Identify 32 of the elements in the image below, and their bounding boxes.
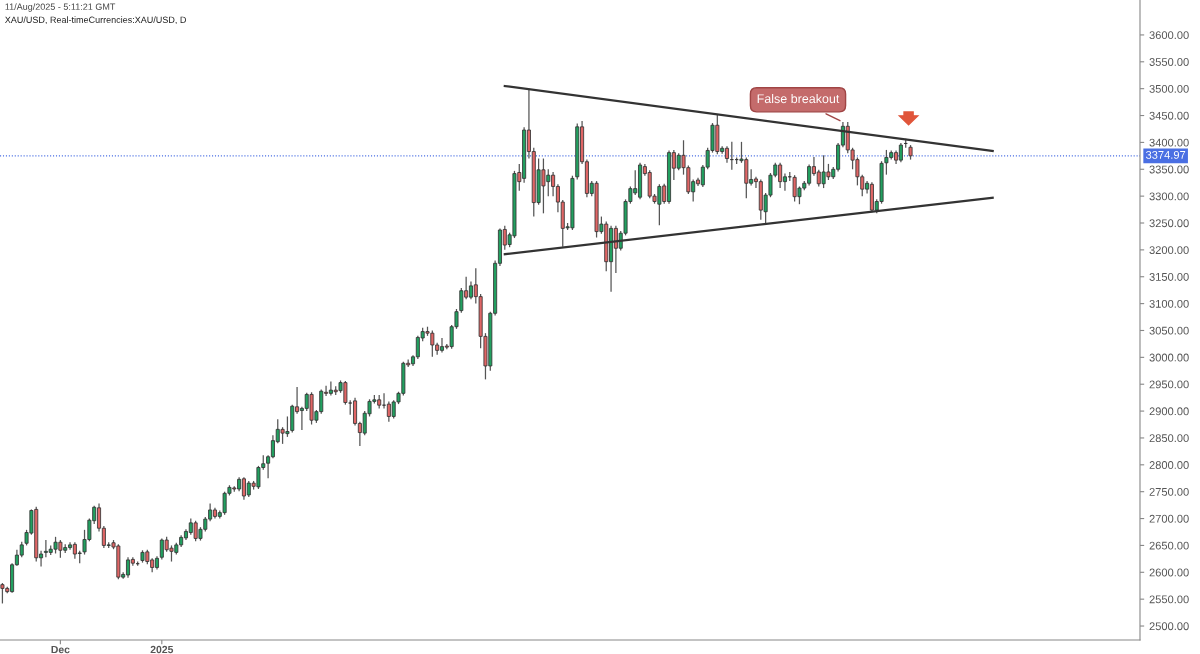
text: XAU/USD, Real-timeCurrencies:XAU/USD, D — [5, 16, 186, 25]
y-tick-label: 3050.00 — [1149, 326, 1189, 335]
y-tick-label: 3500.00 — [1149, 84, 1189, 93]
candlestick — [884, 149, 889, 176]
y-tick-label: 2800.00 — [1149, 461, 1189, 469]
y-tick-label: 3450.00 — [1149, 111, 1189, 120]
y-tick-label: 3000.00 — [1149, 353, 1189, 362]
y-tick-label: 2900.00 — [1149, 407, 1189, 416]
y-tick-label: 2950.00 — [1149, 380, 1189, 389]
candlestick — [0, 582, 5, 605]
x-tick-label: 2025 — [150, 645, 174, 654]
y-tick-label: 2850.00 — [1149, 434, 1189, 443]
y-tick-label: 2500.00 — [1149, 622, 1189, 631]
y-tick-label: 2650.00 — [1149, 541, 1189, 550]
candlestick — [898, 142, 903, 163]
y-tick-label: 3550.00 — [1149, 58, 1189, 66]
y-tick-label: 3350.00 — [1149, 165, 1189, 174]
y-tick-label: 2700.00 — [1149, 514, 1189, 523]
x-tick-label: Dec — [51, 645, 70, 654]
y-tick-label: 2550.00 — [1149, 595, 1189, 604]
y-tick-label: 3250.00 — [1149, 219, 1189, 228]
y-tick-label: 2600.00 — [1149, 568, 1189, 577]
ref-line-label: 3374.97 — [1145, 150, 1186, 159]
y-tick-label: 3200.00 — [1149, 246, 1189, 255]
y-tick-label: 3150.00 — [1149, 273, 1189, 281]
y-tick-label: 3400.00 — [1149, 138, 1189, 147]
annotation: 11/Aug/2025 - 5:11:21 GMT — [5, 3, 116, 12]
y-tick-label: 2750.00 — [1149, 487, 1189, 496]
y-tick-label: 3600.00 — [1149, 31, 1189, 40]
annotation: False breakout — [757, 93, 840, 104]
y-tick-label: 3300.00 — [1149, 192, 1189, 201]
y-tick-label: 3100.00 — [1149, 299, 1189, 308]
